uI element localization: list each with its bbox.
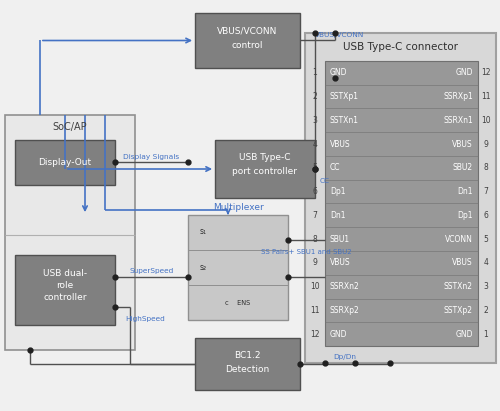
Text: SBU2: SBU2 — [453, 164, 473, 172]
Text: SoC/AP: SoC/AP — [52, 122, 88, 132]
Text: 10: 10 — [310, 282, 320, 291]
Text: Detection: Detection — [226, 365, 270, 374]
Text: USB Type-C: USB Type-C — [240, 153, 291, 162]
Text: VBUS: VBUS — [330, 140, 350, 149]
Text: 7: 7 — [484, 187, 488, 196]
Text: VBUS/VCONN: VBUS/VCONN — [218, 26, 278, 35]
Text: 11: 11 — [310, 306, 320, 315]
Text: VBUS: VBUS — [330, 259, 350, 268]
Text: SSRXp2: SSRXp2 — [330, 306, 360, 315]
Text: BC1.2: BC1.2 — [234, 351, 261, 360]
Text: Display Signals: Display Signals — [124, 153, 180, 159]
Text: 9: 9 — [484, 140, 488, 149]
Text: port controller: port controller — [232, 168, 298, 176]
Text: SSRXn1: SSRXn1 — [444, 116, 473, 125]
Text: GND: GND — [456, 330, 473, 339]
Bar — [215, 140, 315, 198]
Text: c    ENS: c ENS — [226, 300, 250, 306]
Bar — [195, 338, 300, 390]
Text: Dp1: Dp1 — [330, 187, 345, 196]
Text: Dn1: Dn1 — [330, 211, 345, 220]
Text: control: control — [232, 41, 263, 49]
Text: Display-Out: Display-Out — [38, 158, 92, 167]
Text: GND: GND — [456, 68, 473, 77]
Text: VBUS/VCONN: VBUS/VCONN — [316, 32, 364, 37]
Text: 7: 7 — [312, 211, 318, 220]
Text: s₂: s₂ — [200, 263, 207, 272]
Text: 1: 1 — [312, 68, 318, 77]
Text: 1: 1 — [484, 330, 488, 339]
Text: controller: controller — [44, 293, 87, 302]
Text: VCONN: VCONN — [445, 235, 473, 244]
Text: s₁: s₁ — [200, 226, 207, 236]
Text: Dp/Dn: Dp/Dn — [334, 354, 356, 360]
Text: SSTXn2: SSTXn2 — [444, 282, 473, 291]
Text: CC: CC — [320, 178, 330, 184]
Text: 8: 8 — [312, 235, 318, 244]
Text: GND: GND — [330, 330, 347, 339]
Text: CC: CC — [330, 164, 340, 172]
Text: role: role — [56, 280, 74, 289]
Text: 6: 6 — [312, 187, 318, 196]
Text: 3: 3 — [484, 282, 488, 291]
Text: 6: 6 — [484, 211, 488, 220]
Bar — [5, 115, 135, 350]
Text: 12: 12 — [481, 68, 491, 77]
Text: 2: 2 — [484, 306, 488, 315]
Text: USB Type-C connector: USB Type-C connector — [343, 42, 458, 52]
Bar — [15, 255, 115, 325]
Text: SuperSpeed: SuperSpeed — [130, 268, 174, 274]
Text: VBUS: VBUS — [452, 259, 473, 268]
Text: 5: 5 — [484, 235, 488, 244]
Text: 2: 2 — [312, 92, 318, 101]
Bar — [188, 215, 288, 320]
Text: 3: 3 — [312, 116, 318, 125]
Text: HighSpeed: HighSpeed — [125, 316, 165, 322]
Text: VBUS: VBUS — [452, 140, 473, 149]
Text: 8: 8 — [484, 164, 488, 172]
Bar — [195, 13, 300, 68]
Text: 11: 11 — [481, 92, 491, 101]
Text: 4: 4 — [484, 259, 488, 268]
Bar — [305, 33, 496, 363]
Text: 9: 9 — [312, 259, 318, 268]
Text: Dp1: Dp1 — [458, 211, 473, 220]
Text: SSTXp1: SSTXp1 — [330, 92, 359, 101]
Text: SSRXp1: SSRXp1 — [444, 92, 473, 101]
Text: SSTXn1: SSTXn1 — [330, 116, 359, 125]
Text: GND: GND — [330, 68, 347, 77]
Text: 10: 10 — [481, 116, 491, 125]
Text: 5: 5 — [312, 164, 318, 172]
Text: USB dual-: USB dual- — [43, 268, 87, 277]
Bar — [15, 140, 115, 185]
Text: 4: 4 — [312, 140, 318, 149]
Text: Dn1: Dn1 — [458, 187, 473, 196]
Text: SBU1: SBU1 — [330, 235, 350, 244]
Text: SS Pairs+ SBU1 and SBU2: SS Pairs+ SBU1 and SBU2 — [261, 249, 352, 255]
Text: SSTXp2: SSTXp2 — [444, 306, 473, 315]
Bar — [325, 61, 478, 346]
Text: SSRXn2: SSRXn2 — [330, 282, 360, 291]
Text: 12: 12 — [310, 330, 320, 339]
Text: Multiplexer: Multiplexer — [212, 203, 264, 212]
